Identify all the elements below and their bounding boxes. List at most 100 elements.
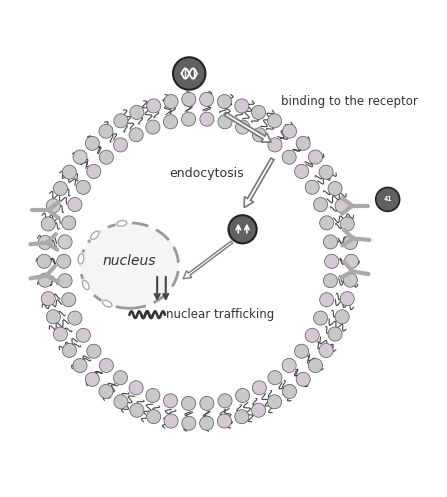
Text: nuclear trafficking: nuclear trafficking [166,308,274,321]
Circle shape [147,410,161,424]
Circle shape [296,136,310,151]
Ellipse shape [80,223,178,308]
Circle shape [46,310,60,324]
Circle shape [200,92,214,106]
Circle shape [236,120,249,134]
Circle shape [305,180,319,194]
Circle shape [235,99,249,113]
Circle shape [267,395,282,409]
Circle shape [282,150,296,164]
Ellipse shape [101,300,113,308]
Circle shape [58,235,72,249]
Circle shape [320,293,334,307]
Circle shape [319,165,333,179]
Ellipse shape [76,132,319,391]
Circle shape [68,311,82,325]
Circle shape [217,94,232,109]
Circle shape [68,197,82,212]
Circle shape [267,114,282,128]
Circle shape [236,389,249,403]
Circle shape [57,254,71,268]
Circle shape [87,344,101,358]
Circle shape [114,371,127,385]
Circle shape [252,381,266,395]
Circle shape [99,150,114,164]
Circle shape [200,397,214,411]
Circle shape [328,327,342,341]
Circle shape [235,410,249,424]
Circle shape [323,235,337,249]
Circle shape [85,372,99,386]
Circle shape [252,105,266,119]
Circle shape [282,358,296,372]
Ellipse shape [82,279,90,291]
Circle shape [53,181,67,195]
Circle shape [340,217,354,231]
Circle shape [228,215,257,244]
Circle shape [164,414,178,428]
Circle shape [328,181,342,195]
Circle shape [99,358,114,372]
Circle shape [296,372,310,386]
Circle shape [200,112,214,126]
Ellipse shape [77,253,84,265]
Circle shape [41,217,55,231]
Circle shape [53,327,67,341]
Circle shape [182,92,196,106]
Circle shape [46,199,60,213]
Circle shape [130,403,144,417]
Circle shape [218,394,232,408]
Circle shape [37,254,51,268]
Circle shape [182,416,196,430]
Circle shape [173,57,206,89]
Circle shape [99,124,113,138]
Ellipse shape [116,220,128,227]
Ellipse shape [90,231,100,240]
Circle shape [340,292,354,306]
Circle shape [73,358,87,373]
Circle shape [308,358,322,373]
Text: nucleus: nucleus [103,254,156,268]
Circle shape [283,124,296,138]
Circle shape [218,115,232,129]
Circle shape [99,384,113,399]
Circle shape [313,311,328,325]
Circle shape [38,236,52,249]
Circle shape [129,128,143,142]
Circle shape [283,384,296,399]
Circle shape [87,165,101,178]
Circle shape [76,180,90,194]
Circle shape [62,343,76,357]
Circle shape [343,273,358,287]
Circle shape [323,274,337,288]
Circle shape [146,120,160,134]
Circle shape [376,187,400,211]
Circle shape [268,138,282,152]
Circle shape [62,293,76,307]
Circle shape [62,216,76,230]
Circle shape [58,274,72,288]
Circle shape [147,99,161,113]
Circle shape [295,165,309,178]
Circle shape [130,105,144,119]
Ellipse shape [57,112,339,411]
FancyArrow shape [244,158,274,208]
Circle shape [164,94,178,109]
Circle shape [252,128,266,142]
Circle shape [76,329,90,342]
Circle shape [308,150,322,164]
Circle shape [343,236,358,249]
Circle shape [181,397,196,411]
Circle shape [114,114,128,128]
Circle shape [38,273,52,287]
Text: binding to the receptor: binding to the receptor [281,95,418,108]
Circle shape [305,329,319,342]
Circle shape [146,389,160,403]
Circle shape [295,344,309,358]
Circle shape [85,136,99,151]
Circle shape [200,416,214,430]
Circle shape [62,165,76,179]
Circle shape [164,394,177,408]
Text: 41: 41 [384,196,392,202]
Circle shape [252,403,266,417]
